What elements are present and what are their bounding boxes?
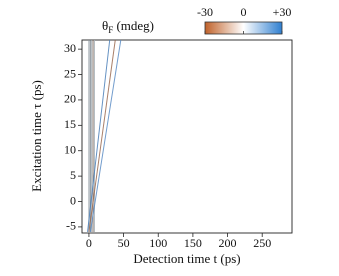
x-tick-label: 0: [86, 236, 92, 250]
y-tick-label: 5: [70, 168, 76, 182]
plot-frame: [81, 39, 293, 234]
y-tick-label: 0: [70, 193, 76, 207]
y-axis-label: Excitation time τ (ps): [29, 80, 44, 192]
colorbar-subscript: F: [108, 25, 113, 35]
colorbar-unit: (mdeg): [116, 18, 154, 33]
colorbar-symbol: θ: [102, 18, 108, 33]
x-axis-label: Detection time t (ps): [133, 251, 240, 266]
y-tick-label: 10: [64, 142, 76, 156]
colorbar-tick-label: +30: [273, 5, 292, 19]
streak-line: [89, 39, 122, 233]
streak-line: [88, 39, 116, 233]
colorbar-label: θF (mdeg): [102, 18, 154, 35]
y-tick-label: 20: [64, 92, 76, 106]
y-tick-label: -5: [66, 219, 76, 233]
colorbar-tick-label: 0: [241, 5, 247, 19]
y-tick-label: 25: [64, 66, 76, 80]
x-tick-label: 150: [184, 236, 202, 250]
streak-line: [87, 39, 111, 233]
x-tick-label: 250: [253, 236, 271, 250]
x-tick-label: 50: [118, 236, 130, 250]
y-tick-label: 15: [64, 117, 76, 131]
x-tick-label: 100: [149, 236, 167, 250]
colorbar-tick-label: -30: [197, 5, 213, 19]
y-tick-label: 30: [64, 41, 76, 55]
x-tick-label: 200: [219, 236, 237, 250]
